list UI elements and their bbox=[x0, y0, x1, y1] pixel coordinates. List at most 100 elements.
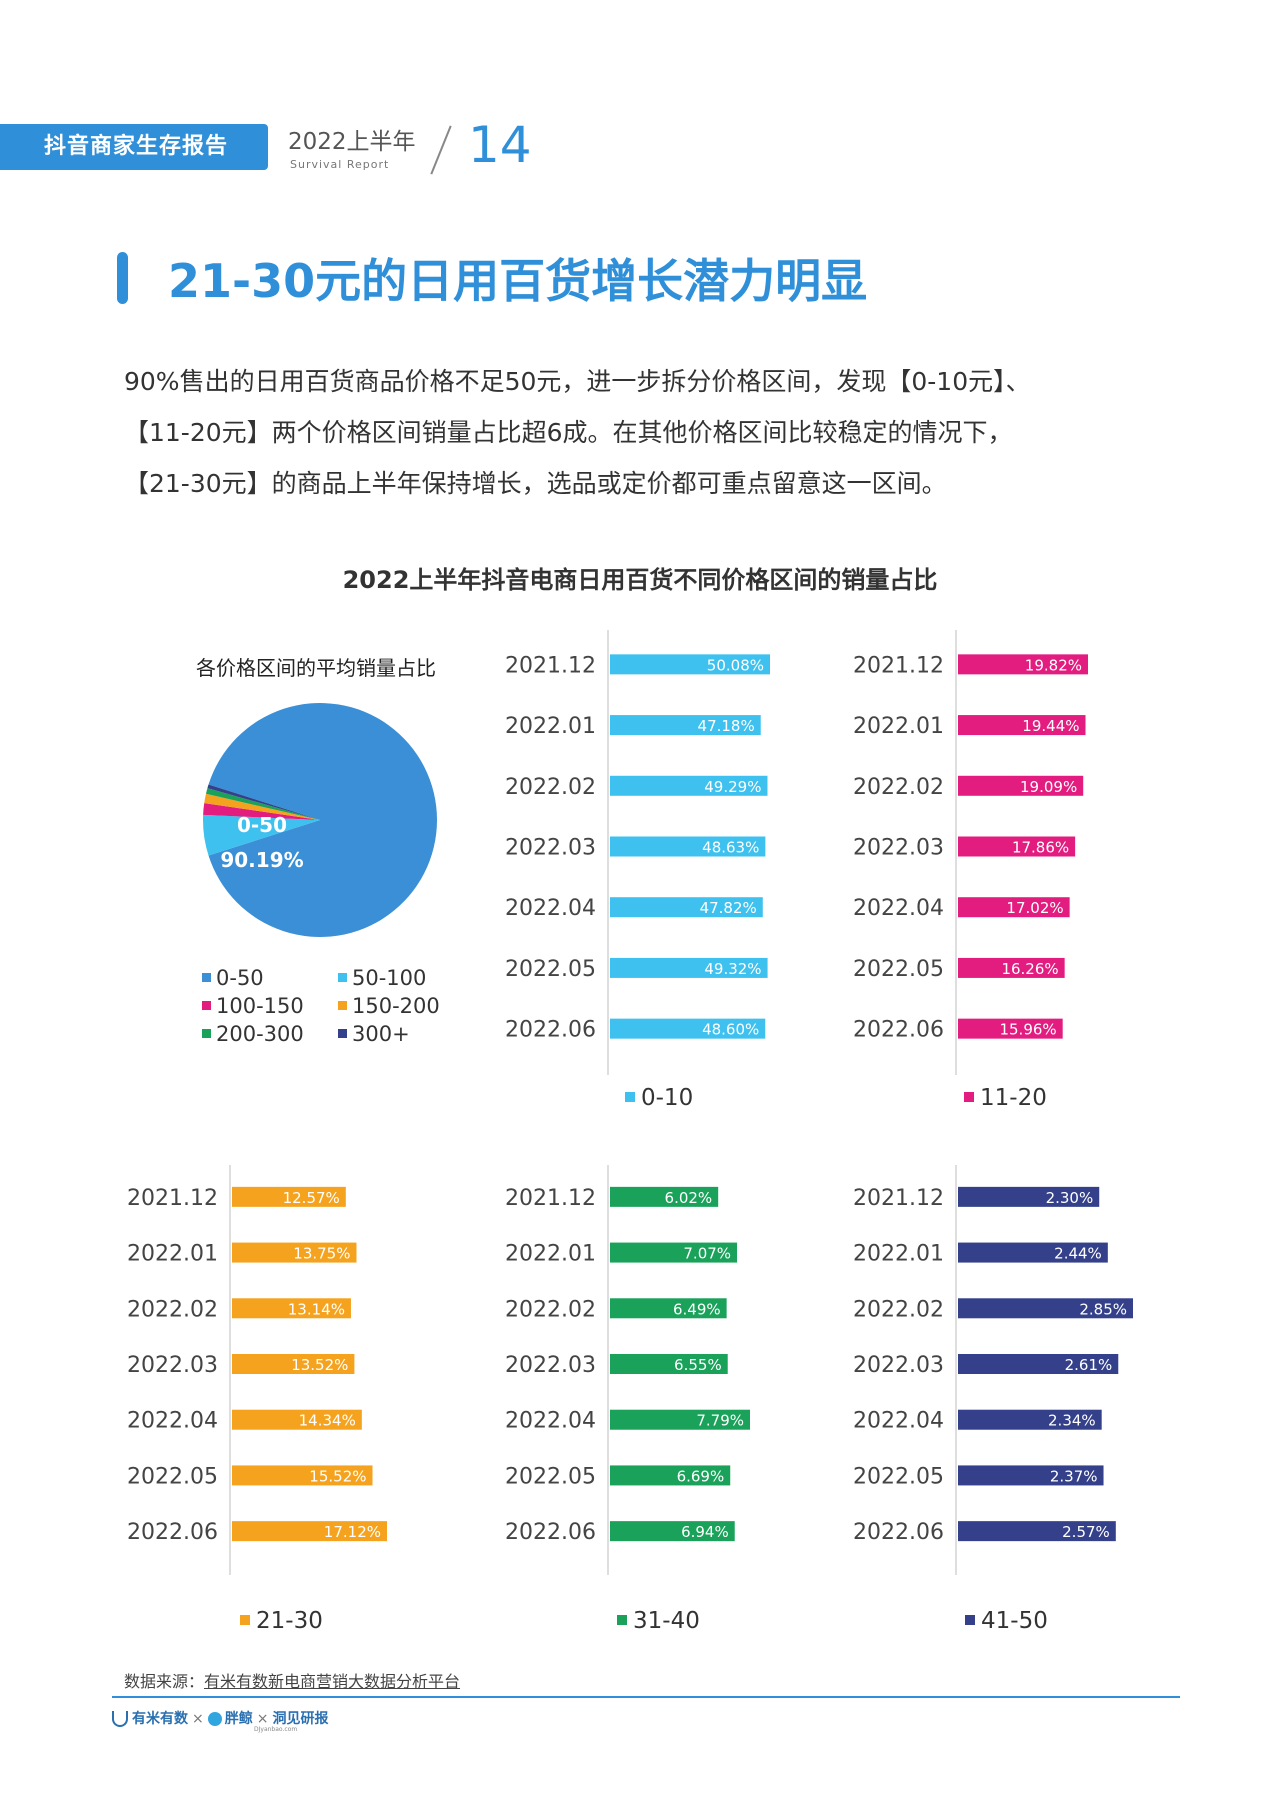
bar-value-label: 2.44% bbox=[1054, 1245, 1102, 1263]
bar bbox=[610, 1521, 735, 1542]
legend-label: 31-40 bbox=[633, 1608, 700, 1634]
bar bbox=[610, 1465, 731, 1486]
bar bbox=[610, 654, 770, 675]
legend-swatch bbox=[338, 1028, 347, 1038]
category-label: 2022.02 bbox=[853, 1297, 944, 1322]
footer-divider bbox=[112, 1696, 1180, 1698]
bar-value-label: 2.85% bbox=[1079, 1300, 1127, 1318]
bar bbox=[610, 775, 768, 796]
summary-line-3: 【21-30元】的商品上半年保持增长，选品或定价都可重点留意这一区间。 bbox=[124, 469, 947, 498]
bar bbox=[958, 1465, 1104, 1486]
bar-value-label: 13.14% bbox=[288, 1300, 345, 1318]
header-divider bbox=[430, 125, 452, 175]
legend-label: 50-100 bbox=[352, 966, 427, 990]
bar bbox=[958, 1186, 1100, 1207]
report-period: 2022上半年 bbox=[288, 129, 416, 155]
bar bbox=[958, 897, 1070, 918]
legend-label: 100-150 bbox=[216, 994, 304, 1018]
legend-swatch bbox=[617, 1614, 627, 1625]
bar bbox=[958, 1298, 1133, 1319]
bar bbox=[232, 1186, 346, 1207]
category-label: 2022.05 bbox=[853, 1464, 944, 1489]
bar-value-label: 6.55% bbox=[674, 1356, 722, 1374]
bar-value-label: 7.79% bbox=[696, 1412, 744, 1430]
category-label: 2022.02 bbox=[505, 1297, 596, 1322]
category-label: 2022.04 bbox=[505, 896, 596, 921]
bar-value-label: 19.09% bbox=[1020, 778, 1077, 796]
pie-legend-item: 100-150 bbox=[202, 994, 304, 1018]
category-label: 2022.05 bbox=[127, 1464, 218, 1489]
report-period-en: Survival Report bbox=[290, 158, 390, 171]
category-label: 2022.06 bbox=[505, 1520, 596, 1545]
pie-legend-item: 200-300 bbox=[202, 1022, 304, 1046]
bar-value-label: 16.26% bbox=[1001, 960, 1058, 978]
category-label: 2022.06 bbox=[505, 1018, 596, 1043]
bar-chart-0-10: 2021.12 50.08% 2022.01 47.18% 2022.02 49.29% 2… bbox=[505, 630, 770, 1075]
pie-slice-150-200 bbox=[204, 793, 320, 820]
category-label: 2022.01 bbox=[853, 714, 944, 739]
bar-value-label: 2.37% bbox=[1050, 1467, 1098, 1485]
bar bbox=[610, 897, 763, 918]
legend-swatch bbox=[338, 1000, 347, 1010]
pie-legend-item: 150-200 bbox=[338, 994, 440, 1018]
bar bbox=[958, 1018, 1063, 1039]
bar bbox=[232, 1521, 387, 1542]
legend-swatch bbox=[240, 1614, 250, 1625]
bar bbox=[610, 1018, 766, 1039]
bar-value-label: 2.61% bbox=[1065, 1356, 1113, 1374]
legend-swatch bbox=[202, 972, 211, 982]
category-label: 2022.01 bbox=[505, 714, 596, 739]
bar bbox=[958, 654, 1088, 675]
category-label: 2022.03 bbox=[853, 1353, 944, 1378]
bar bbox=[610, 1409, 750, 1430]
pie-legend-item: 300+ bbox=[338, 1022, 410, 1046]
bar-value-label: 14.34% bbox=[299, 1412, 356, 1430]
category-label: 2021.12 bbox=[505, 653, 596, 678]
page-title: 21-30元的日用百货增长潜力明显 bbox=[168, 254, 868, 308]
bar-value-label: 7.07% bbox=[683, 1245, 731, 1263]
bar bbox=[610, 1354, 728, 1374]
logo-pangjing: 胖鲸 bbox=[224, 1711, 253, 1727]
report-title-banner: 抖音商家生存报告 bbox=[0, 124, 268, 170]
pie-slice-200-300 bbox=[205, 788, 320, 820]
logo-youmi: 有米有数 bbox=[132, 1711, 188, 1727]
logo-djyanbao: 洞见研报 bbox=[272, 1711, 329, 1727]
category-label: 2022.05 bbox=[853, 957, 944, 982]
bar bbox=[610, 715, 761, 736]
bar-value-label: 47.18% bbox=[698, 717, 755, 735]
bar bbox=[610, 1186, 719, 1207]
data-source-note: 数据来源：有米有数新电商营销大数据分析平台 bbox=[124, 1668, 460, 1692]
bar bbox=[958, 775, 1084, 796]
chart-title: 2022上半年抖音电商日用百货不同价格区间的销量占比 bbox=[342, 566, 938, 594]
legend-label: 41-50 bbox=[981, 1608, 1048, 1634]
category-label: 2021.12 bbox=[505, 1186, 596, 1211]
bar-value-label: 49.29% bbox=[704, 778, 761, 796]
bar-value-label: 19.44% bbox=[1022, 717, 1079, 735]
legend-swatch bbox=[202, 1028, 211, 1038]
data-source-link[interactable]: 有米有数新电商营销大数据分析平台 bbox=[204, 1672, 461, 1691]
bar-value-label: 49.32% bbox=[704, 960, 761, 978]
legend-label: 11-20 bbox=[980, 1085, 1047, 1111]
bar-chart-31-40: 2021.12 6.02% 2022.01 7.07% 2022.02 6.49% 2022… bbox=[505, 1165, 750, 1575]
category-label: 2022.06 bbox=[127, 1520, 218, 1545]
pie-legend-item: 0-50 bbox=[202, 966, 264, 990]
bar bbox=[958, 1354, 1119, 1374]
category-label: 2022.01 bbox=[853, 1242, 944, 1267]
category-label: 2022.03 bbox=[505, 836, 596, 861]
pie-chart: 0-50 90.19% bbox=[203, 703, 437, 937]
bar-legend-21-30: 21-30 bbox=[240, 1608, 323, 1634]
summary-line-1: 90%售出的日用百货商品价格不足50元，进一步拆分价格区间，发现【0-10元】、 bbox=[124, 367, 1031, 396]
category-label: 2022.03 bbox=[127, 1353, 218, 1378]
logo-separator: × bbox=[192, 1711, 204, 1727]
bar-value-label: 48.60% bbox=[702, 1021, 759, 1039]
bar-value-label: 15.52% bbox=[309, 1467, 366, 1485]
bar bbox=[958, 1521, 1116, 1542]
bar bbox=[232, 1409, 362, 1430]
bar-legend-11-20: 11-20 bbox=[964, 1085, 1047, 1111]
category-label: 2022.05 bbox=[505, 1464, 596, 1489]
title-accent-bar bbox=[117, 252, 128, 304]
category-label: 2022.05 bbox=[505, 957, 596, 982]
category-label: 2022.04 bbox=[505, 1409, 596, 1434]
bar-value-label: 6.69% bbox=[677, 1467, 725, 1485]
bar-value-label: 12.57% bbox=[283, 1189, 340, 1207]
